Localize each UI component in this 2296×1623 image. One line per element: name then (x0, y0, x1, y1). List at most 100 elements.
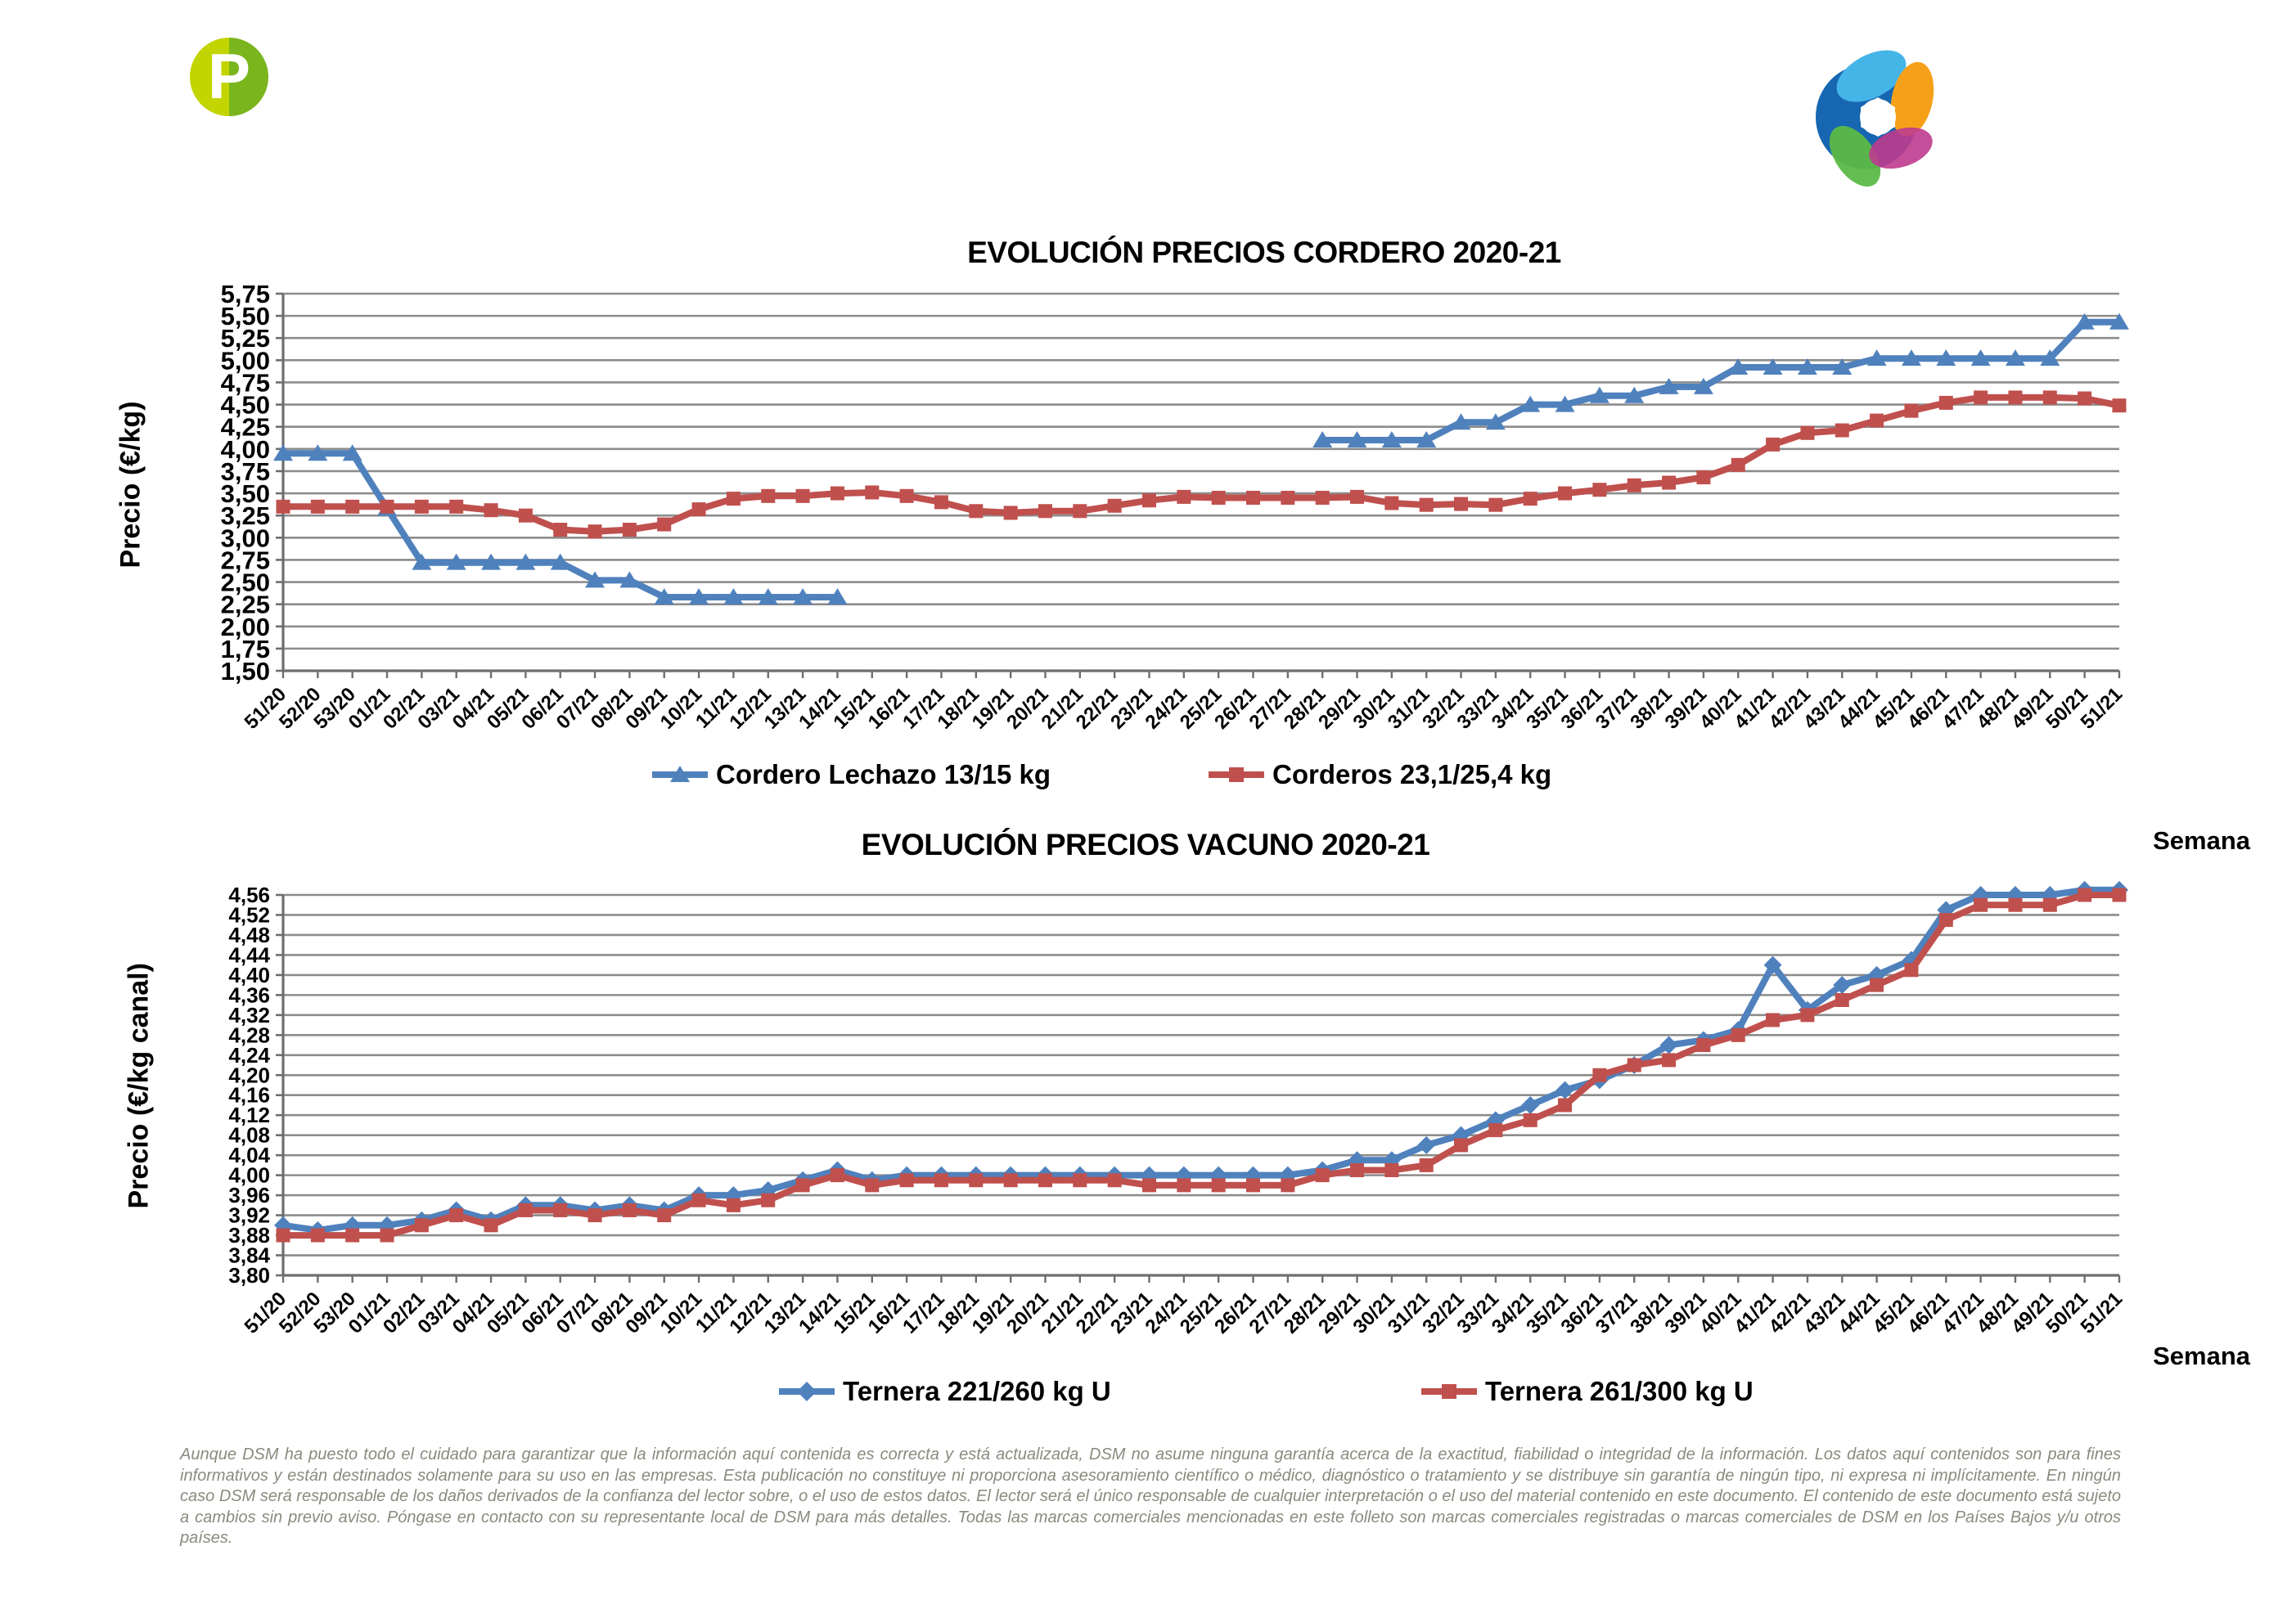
triangle-marker (1520, 395, 1541, 412)
square-marker (1938, 913, 1953, 928)
triangle-marker (2109, 312, 2129, 330)
square-marker (1488, 1123, 1503, 1138)
triangle-marker (1763, 358, 1783, 375)
legend-ternera-221-260: Ternera 221/260 kg U (777, 1376, 1111, 1407)
y-tick-label: 3,50 (221, 479, 270, 508)
y-tick-label: 4,24 (228, 1043, 270, 1068)
square-marker (899, 488, 914, 503)
square-marker (1419, 497, 1434, 512)
square-marker (1141, 493, 1156, 508)
y-tick-label: 5,75 (221, 280, 270, 308)
square-marker (1627, 478, 1641, 492)
square-marker (310, 499, 325, 514)
triangle-marker (2005, 349, 2025, 366)
square-marker (1904, 403, 1919, 418)
square-marker (2112, 398, 2127, 413)
square-marker (1350, 489, 1365, 504)
y-tick-label: 4,12 (228, 1103, 270, 1127)
triangle-marker (1797, 358, 1817, 375)
square-marker (449, 499, 464, 514)
square-marker (1835, 423, 1849, 438)
y-tick-label: 2,50 (221, 569, 270, 597)
square-marker (934, 1173, 948, 1188)
legend-label: Cordero Lechazo 13/15 kg (716, 759, 1051, 789)
triangle-marker (1866, 349, 1887, 366)
square-marker (1315, 1168, 1330, 1183)
y-tick-label: 2,75 (221, 546, 270, 574)
square-marker (518, 1203, 533, 1217)
square-marker (726, 1198, 741, 1212)
square-marker (2008, 390, 2023, 405)
y-tick-label: 5,25 (221, 324, 270, 353)
square-marker (830, 486, 844, 501)
y-tick-label: 4,48 (228, 923, 270, 947)
y-tick-label: 5,00 (221, 346, 270, 375)
legend-label: Ternera 261/300 kg U (1485, 1376, 1754, 1406)
dsm-logo (1792, 31, 1964, 203)
y-tick-label: 4,28 (228, 1023, 270, 1047)
square-marker (484, 503, 498, 518)
triangle-marker (1832, 358, 1853, 375)
square-marker (969, 504, 984, 519)
square-marker (1523, 492, 1537, 506)
y-tick-label: 3,25 (221, 501, 270, 530)
square-marker (761, 1193, 776, 1207)
square-marker (1800, 1008, 1815, 1023)
pecusvet-logo: P (188, 34, 270, 128)
cordero-axes (281, 294, 2119, 672)
square-marker (276, 1228, 290, 1243)
square-marker (553, 1203, 568, 1217)
square-marker (588, 524, 602, 539)
square-marker (1073, 1173, 1087, 1188)
triangle-marker (1381, 430, 1402, 447)
cordero-x-axis-title: Semana (2153, 826, 2250, 855)
triangle-marker (1416, 430, 1437, 447)
square-marker (1107, 498, 1122, 513)
square-marker (2042, 390, 2057, 405)
y-tick-label: 2,00 (221, 613, 270, 641)
diamond-marker (1521, 1095, 1540, 1114)
triangle-marker (2040, 349, 2060, 366)
y-tick-label: 4,08 (228, 1123, 270, 1148)
y-tick-label: 4,25 (221, 413, 270, 442)
series-line (280, 892, 2123, 1239)
square-marker (1281, 490, 1295, 505)
square-marker (449, 1208, 464, 1223)
square-marker (484, 1218, 498, 1233)
triangle-marker (1555, 395, 1575, 412)
square-marker (2078, 391, 2092, 406)
square-marker (865, 485, 880, 500)
square-marker (1177, 489, 1191, 504)
square-marker (1696, 470, 1711, 485)
triangle-marker (1485, 413, 1506, 430)
y-tick-label: 4,04 (228, 1143, 270, 1167)
square-marker (2078, 888, 2092, 902)
square-marker (865, 1178, 880, 1193)
triangle-marker (619, 571, 640, 588)
square-marker (345, 499, 360, 514)
square-marker (622, 523, 637, 537)
square-marker (1003, 1173, 1018, 1188)
cordero-chart-title: EVOLUCIÓN PRECIOS CORDERO 2020-21 (967, 236, 1561, 269)
y-tick-label: 1,75 (221, 635, 270, 663)
square-marker (1003, 506, 1018, 520)
square-marker (1454, 1138, 1469, 1153)
y-tick-label: 3,75 (221, 457, 270, 486)
square-marker (1938, 395, 1953, 410)
square-marker (1835, 992, 1849, 1007)
vacuno-y-tick-labels: 3,803,843,883,923,964,004,044,084,124,16… (228, 883, 270, 1288)
y-tick-label: 4,36 (228, 982, 270, 1007)
y-tick-label: 4,75 (221, 368, 270, 397)
legend-corderos: Corderos 23,1/25,4 kg (1207, 759, 1551, 790)
y-tick-label: 5,50 (221, 302, 270, 330)
square-marker (1038, 1173, 1052, 1188)
square-marker (1523, 1113, 1537, 1127)
square-marker (380, 1228, 394, 1243)
triangle-marker (342, 444, 362, 461)
square-marker (276, 499, 290, 514)
square-marker (1974, 897, 1988, 912)
square-marker (2042, 897, 2057, 912)
y-tick-label: 3,84 (228, 1243, 270, 1268)
square-marker (1870, 413, 1884, 428)
square-marker (1800, 425, 1815, 440)
